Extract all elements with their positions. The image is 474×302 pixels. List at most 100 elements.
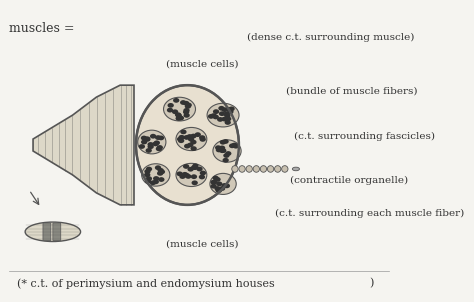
Circle shape	[200, 171, 206, 175]
Ellipse shape	[164, 97, 195, 121]
Ellipse shape	[207, 103, 239, 127]
Circle shape	[146, 167, 152, 172]
Circle shape	[144, 172, 150, 177]
Circle shape	[152, 142, 159, 146]
Circle shape	[146, 176, 152, 181]
Circle shape	[167, 108, 173, 113]
Circle shape	[223, 112, 230, 116]
Circle shape	[180, 130, 187, 134]
Circle shape	[191, 174, 197, 179]
Circle shape	[219, 148, 226, 153]
Circle shape	[167, 103, 174, 108]
Ellipse shape	[176, 127, 207, 151]
Circle shape	[183, 173, 190, 178]
Ellipse shape	[246, 166, 252, 172]
Circle shape	[176, 172, 183, 176]
Circle shape	[147, 144, 154, 149]
Circle shape	[183, 101, 190, 106]
Ellipse shape	[253, 166, 259, 172]
Circle shape	[231, 143, 237, 147]
Circle shape	[223, 153, 229, 158]
Circle shape	[154, 140, 160, 145]
Circle shape	[229, 143, 235, 148]
Circle shape	[184, 144, 191, 149]
Circle shape	[183, 135, 190, 140]
Circle shape	[156, 146, 162, 151]
Circle shape	[219, 186, 225, 191]
Circle shape	[153, 179, 159, 184]
Circle shape	[157, 171, 164, 176]
Circle shape	[224, 183, 230, 188]
Circle shape	[172, 109, 178, 114]
Circle shape	[216, 148, 222, 152]
Ellipse shape	[210, 173, 236, 194]
Circle shape	[182, 172, 188, 177]
Circle shape	[199, 135, 205, 140]
Circle shape	[158, 136, 164, 140]
Circle shape	[221, 117, 228, 121]
Circle shape	[210, 184, 217, 189]
Circle shape	[187, 143, 193, 147]
Circle shape	[144, 169, 151, 174]
Ellipse shape	[176, 163, 207, 187]
Circle shape	[183, 108, 190, 113]
Circle shape	[157, 168, 164, 173]
Circle shape	[146, 148, 152, 153]
Circle shape	[139, 144, 145, 149]
Circle shape	[213, 114, 219, 119]
Text: (* c.t. of perimysium and endomysium houses: (* c.t. of perimysium and endomysium hou…	[17, 278, 275, 289]
Circle shape	[156, 145, 163, 150]
Circle shape	[185, 104, 191, 109]
Circle shape	[214, 186, 221, 191]
Circle shape	[177, 137, 183, 142]
Polygon shape	[33, 85, 134, 205]
Circle shape	[150, 134, 156, 139]
Circle shape	[180, 100, 186, 105]
Circle shape	[175, 113, 182, 118]
Circle shape	[212, 176, 219, 180]
Circle shape	[178, 135, 185, 140]
Circle shape	[191, 146, 197, 151]
Circle shape	[144, 136, 150, 141]
Ellipse shape	[213, 140, 241, 162]
Circle shape	[225, 117, 231, 121]
Circle shape	[158, 177, 164, 182]
FancyBboxPatch shape	[43, 223, 51, 241]
Ellipse shape	[138, 130, 166, 154]
Circle shape	[190, 134, 197, 138]
Circle shape	[178, 138, 184, 143]
Circle shape	[215, 188, 222, 193]
Text: ): )	[370, 278, 374, 289]
Circle shape	[183, 113, 190, 118]
Circle shape	[224, 113, 230, 118]
Circle shape	[220, 148, 227, 153]
Text: muscles =: muscles =	[9, 22, 75, 35]
Circle shape	[191, 180, 198, 185]
Circle shape	[188, 137, 194, 142]
Circle shape	[187, 167, 194, 172]
Circle shape	[222, 158, 229, 163]
Circle shape	[183, 110, 189, 114]
Circle shape	[155, 135, 161, 140]
Circle shape	[219, 146, 225, 150]
Circle shape	[216, 188, 222, 193]
Text: (bundle of muscle fibers): (bundle of muscle fibers)	[286, 87, 418, 96]
Circle shape	[141, 140, 147, 144]
Ellipse shape	[142, 164, 170, 186]
Circle shape	[208, 114, 214, 119]
Circle shape	[147, 142, 154, 147]
Circle shape	[216, 182, 222, 186]
Circle shape	[185, 174, 191, 179]
Ellipse shape	[282, 166, 288, 172]
Circle shape	[144, 137, 151, 142]
Circle shape	[221, 183, 228, 188]
Text: (muscle cells): (muscle cells)	[166, 60, 238, 69]
Circle shape	[233, 144, 239, 149]
Circle shape	[190, 140, 197, 144]
Circle shape	[192, 163, 199, 168]
Circle shape	[192, 165, 198, 170]
Circle shape	[215, 145, 221, 150]
Ellipse shape	[267, 166, 273, 172]
Circle shape	[179, 174, 186, 179]
Circle shape	[150, 180, 156, 185]
